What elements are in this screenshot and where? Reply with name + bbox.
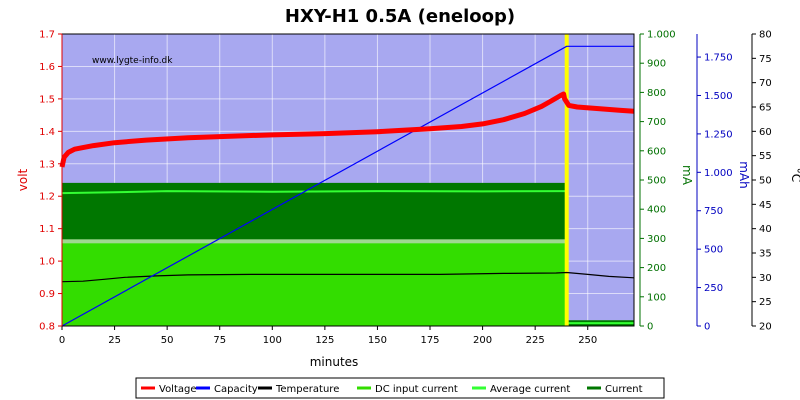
temp-tick-label: 30	[759, 273, 772, 284]
temp-tick-label: 55	[759, 151, 772, 162]
x-tick-label: 200	[473, 335, 492, 346]
volt-axis-label: volt	[16, 168, 30, 191]
volt-tick-label: 1.4	[39, 127, 55, 138]
legend-label: DC input current	[375, 384, 458, 395]
x-tick-label: 0	[59, 335, 65, 346]
x-tick-label: 25	[108, 335, 121, 346]
temp-axis-label: °C	[789, 168, 800, 182]
volt-tick-label: 1.7	[39, 30, 55, 41]
dc-input-current-edge	[62, 239, 567, 244]
mA-tick-label: 800	[647, 88, 666, 99]
mA-tick-label: 500	[647, 176, 666, 187]
x-tick-label: 175	[420, 335, 439, 346]
temp-tick-label: 45	[759, 200, 772, 211]
volt-tick-label: 1.2	[39, 192, 55, 203]
chart-title: HXY-H1 0.5A (eneloop)	[285, 6, 515, 27]
mA-tick-label: 1.000	[647, 30, 676, 41]
x-tick-label: 125	[315, 335, 334, 346]
legend-box	[135, 377, 665, 399]
x-axis-label: minutes	[310, 355, 359, 369]
watermark: www.lygte-info.dk	[92, 56, 173, 66]
volt-tick-label: 1.1	[39, 224, 55, 235]
volt-tick-label: 1.3	[39, 159, 55, 170]
mAh-tick-label: 0	[704, 322, 710, 333]
legend: Voltage Capacity Temperature DC input curre…	[135, 377, 665, 399]
x-tick-label: 100	[263, 335, 282, 346]
mA-tick-label: 900	[647, 59, 666, 70]
mA-tick-label: 700	[647, 117, 666, 128]
temp-tick-label: 25	[759, 297, 772, 308]
legend-label: Voltage	[159, 384, 197, 395]
mA-tick-label: 200	[647, 263, 666, 274]
temp-tick-label: 20	[759, 322, 772, 333]
mAh-tick-label: 1.750	[704, 53, 733, 64]
volt-tick-label: 1.6	[39, 62, 55, 73]
x-tick-label: 50	[161, 335, 174, 346]
legend-label: Current	[605, 384, 643, 395]
mA-tick-label: 400	[647, 205, 666, 216]
series-temperature	[61, 271, 635, 283]
x-tick-label: 75	[213, 335, 226, 346]
mAh-axis-label: mAh	[737, 161, 751, 189]
volt-tick-label: 0.8	[39, 322, 55, 333]
legend-label: Average current	[490, 384, 570, 395]
temp-tick-label: 50	[759, 176, 772, 187]
temp-tick-label: 40	[759, 224, 772, 235]
temp-tick-label: 60	[759, 127, 772, 138]
temp-tick-label: 80	[759, 30, 772, 41]
mA-tick-label: 0	[647, 322, 653, 333]
x-tick-label: 150	[368, 335, 387, 346]
mA-tick-label: 100	[647, 292, 666, 303]
mAh-tick-label: 750	[704, 206, 723, 217]
temp-tick-label: 75	[759, 54, 772, 65]
line-series	[59, 45, 635, 327]
mAh-tick-label: 1.250	[704, 129, 733, 140]
mA-axis-label: mA	[680, 165, 694, 186]
temp-tick-label: 65	[759, 103, 772, 114]
mAh-tick-label: 1.500	[704, 91, 733, 102]
volt-tick-label: 1.0	[39, 257, 55, 268]
series-capacity	[61, 45, 634, 327]
temp-tick-label: 70	[759, 78, 772, 89]
mA-tick-label: 300	[647, 234, 666, 245]
temp-tick-label: 35	[759, 249, 772, 260]
mAh-tick-label: 500	[704, 245, 723, 256]
mAh-tick-label: 1.000	[704, 168, 733, 179]
mAh-tick-label: 250	[704, 283, 723, 294]
x-tick-label: 250	[578, 335, 597, 346]
mA-tick-label: 600	[647, 146, 666, 157]
series-voltage	[59, 91, 635, 168]
series-dc-input-current	[62, 241, 634, 326]
volt-tick-label: 1.5	[39, 94, 55, 105]
x-tick-label: 225	[526, 335, 545, 346]
volt-tick-label: 0.9	[39, 289, 55, 300]
legend-label: Capacity	[214, 384, 258, 395]
current-series	[61, 34, 634, 326]
axes: 0 25 50 75 100 125 150 175 200 225 250minutes0.80.…	[16, 30, 800, 370]
legend-label: Temperature	[275, 384, 339, 395]
